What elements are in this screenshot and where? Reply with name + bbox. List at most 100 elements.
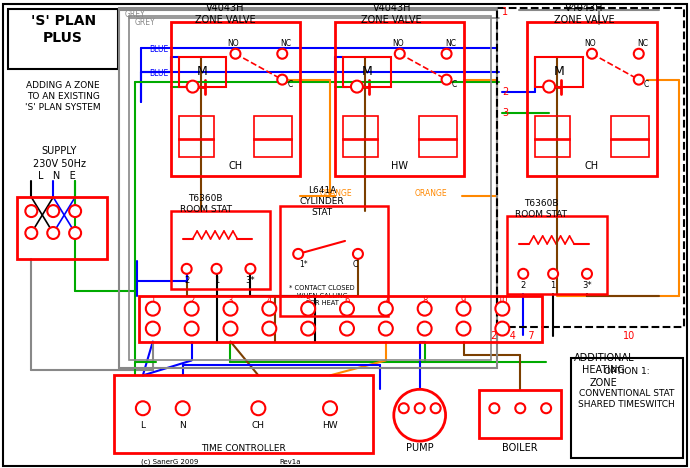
Circle shape [543,80,555,93]
Text: L641A
CYLINDER
STAT: L641A CYLINDER STAT [299,185,344,217]
Circle shape [293,249,303,259]
Circle shape [146,322,160,336]
Circle shape [395,49,405,58]
Bar [139,296,542,342]
Text: NC: NC [445,39,456,48]
Circle shape [417,322,432,336]
Circle shape [262,302,276,315]
Text: ADDITIONAL
HEATING
ZONE: ADDITIONAL HEATING ZONE [573,353,634,388]
Bar [17,197,107,259]
Text: NC: NC [281,39,292,48]
Circle shape [340,322,354,336]
Text: NC: NC [638,39,648,48]
Bar [343,139,378,157]
Circle shape [394,389,446,441]
Text: N: N [179,421,186,430]
Circle shape [548,269,558,279]
Text: 3: 3 [228,296,233,305]
Text: NO: NO [228,39,239,48]
Text: T6360B
ROOM STAT: T6360B ROOM STAT [179,194,232,214]
Circle shape [634,49,644,58]
Circle shape [379,322,393,336]
Text: SUPPLY
230V 50Hz: SUPPLY 230V 50Hz [32,146,86,168]
Text: Rev1a: Rev1a [279,459,301,465]
Text: 8: 8 [422,296,427,305]
Circle shape [457,302,471,315]
Circle shape [176,401,190,415]
Text: OPTION 1:

CONVENTIONAL STAT
SHARED TIMESWITCH: OPTION 1: CONVENTIONAL STAT SHARED TIMES… [578,367,676,410]
Text: 4: 4 [267,296,272,305]
Text: 9: 9 [461,296,466,305]
Bar [535,57,583,87]
Text: C: C [353,260,357,270]
Text: BOILER: BOILER [502,443,538,453]
Circle shape [69,227,81,239]
Text: 1: 1 [150,296,155,305]
Text: N: N [401,404,406,413]
Text: 3: 3 [502,109,509,118]
Text: T6360B
ROOM STAT: T6360B ROOM STAT [515,199,567,219]
Circle shape [582,269,592,279]
Text: CH: CH [228,161,242,171]
Text: 2: 2 [521,281,526,290]
Circle shape [634,75,644,85]
Circle shape [301,302,315,315]
Bar [119,8,497,368]
Circle shape [495,322,509,336]
Text: GREY: GREY [135,18,155,27]
Circle shape [489,403,500,413]
Bar [535,139,570,157]
Bar [8,9,118,69]
Text: L   N   E: L N E [39,171,76,181]
Bar [611,139,649,157]
Circle shape [136,401,150,415]
Text: E: E [518,404,522,413]
Circle shape [187,80,199,93]
Circle shape [442,49,451,58]
Circle shape [340,302,354,315]
Text: L: L [433,404,437,413]
Text: 10: 10 [497,296,508,305]
Circle shape [277,49,287,58]
Bar [497,8,684,327]
Circle shape [212,264,221,274]
Text: HW: HW [322,421,338,430]
Bar [114,375,373,453]
Circle shape [457,322,471,336]
Text: L: L [140,421,146,430]
Circle shape [587,49,597,58]
Circle shape [323,401,337,415]
Circle shape [224,322,237,336]
Circle shape [379,302,393,315]
Text: M: M [197,65,208,78]
Bar [507,216,607,294]
Bar [129,16,491,360]
Circle shape [415,403,424,413]
Text: TIME CONTROLLER: TIME CONTROLLER [201,444,286,453]
Text: 2: 2 [184,276,189,285]
Circle shape [246,264,255,274]
Text: ORANGE: ORANGE [415,189,447,197]
Circle shape [185,302,199,315]
Circle shape [417,302,432,315]
Text: CH: CH [252,421,265,430]
Text: C: C [644,80,649,89]
Text: GREY: GREY [125,10,146,19]
Text: N: N [491,404,497,413]
Circle shape [146,302,160,315]
Bar [419,117,457,140]
Bar [280,206,388,315]
Bar [255,139,293,157]
Circle shape [47,205,59,217]
Text: V4043H
ZONE VALVE: V4043H ZONE VALVE [553,3,614,25]
Text: C: C [288,80,293,89]
Circle shape [47,227,59,239]
Bar [179,117,213,140]
Text: E: E [417,404,422,413]
Circle shape [495,302,509,315]
Bar [179,57,226,87]
Text: CH: CH [585,161,599,171]
Text: BLUE: BLUE [149,45,168,54]
Bar [335,22,464,176]
Circle shape [26,227,37,239]
